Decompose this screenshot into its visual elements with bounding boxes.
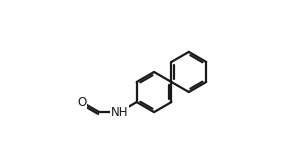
Text: NH: NH <box>111 106 128 119</box>
Text: O: O <box>77 96 86 109</box>
